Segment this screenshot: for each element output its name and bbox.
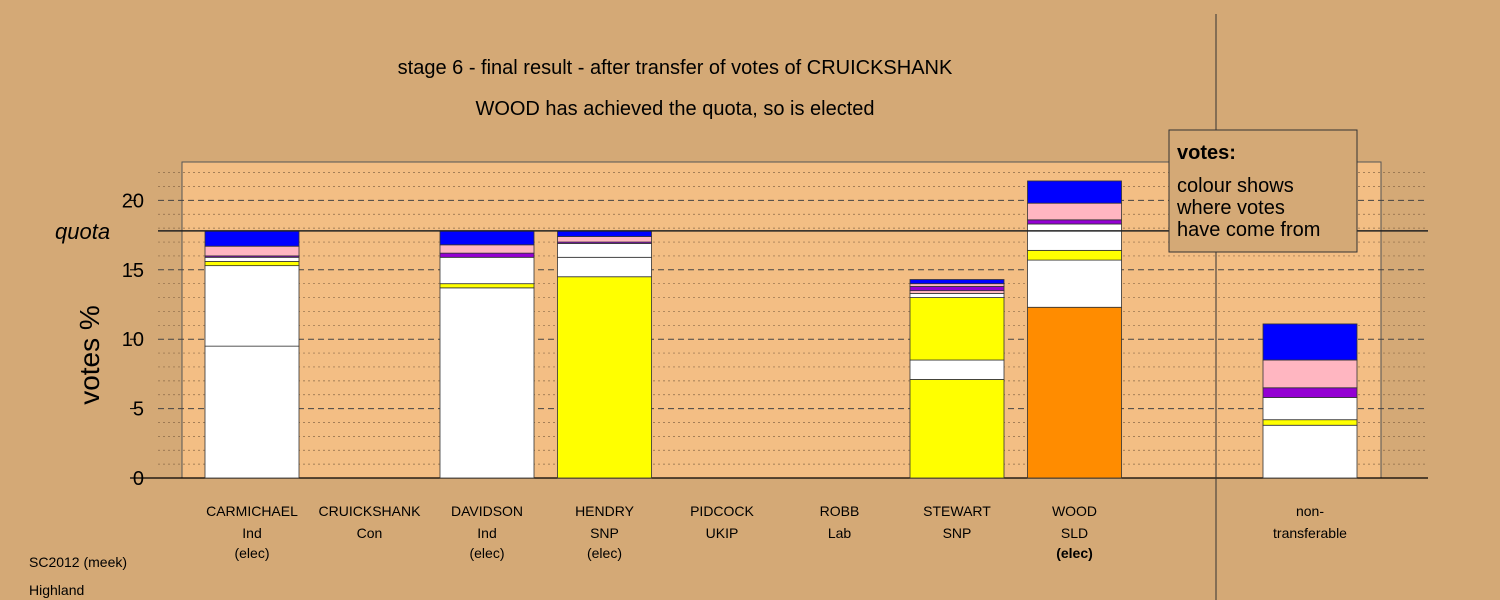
- bar-segment: [557, 236, 652, 243]
- y-tick-label: 10: [122, 329, 144, 351]
- bar-segment: [1027, 249, 1122, 261]
- candidate-party-label: Lab: [828, 525, 852, 541]
- bar-segment: [909, 279, 1005, 285]
- stewart-bar: [909, 279, 1005, 479]
- candidate-party-label: Con: [357, 525, 383, 541]
- candidate-name-label: DAVIDSON: [451, 503, 523, 519]
- bar-segment: [909, 290, 1005, 294]
- bar-segment: [1027, 219, 1122, 225]
- bar-segment: [557, 230, 652, 237]
- bar-segment: [1027, 259, 1122, 308]
- bar-segment: [909, 283, 1005, 287]
- candidate-name-label: PIDCOCK: [690, 503, 754, 519]
- candidate-party-label: Ind: [477, 525, 496, 541]
- bar-segment: [1262, 387, 1358, 398]
- legend-title: votes:: [1177, 142, 1236, 164]
- bar-segment: [204, 345, 300, 479]
- bar-segment: [439, 287, 535, 479]
- candidate-party-label: SNP: [943, 525, 972, 541]
- candidate-name-label: STEWART: [923, 503, 991, 519]
- bar-segment: [439, 256, 535, 285]
- legend-text: where votes: [1176, 197, 1285, 219]
- candidate-party-label: UKIP: [706, 525, 739, 541]
- bar-segment: [439, 283, 535, 289]
- candidate-name-label: CRUICKSHANK: [319, 503, 422, 519]
- region-note: Highland: [29, 582, 85, 598]
- bar-segment: [439, 244, 535, 254]
- nontransferable-label: transferable: [1273, 525, 1347, 541]
- y-tick-label: 5: [133, 399, 144, 421]
- candidate-party-label: SNP: [590, 525, 619, 541]
- bar-segment: [1262, 424, 1358, 479]
- bar-segment: [1262, 419, 1358, 426]
- source-note: SC2012 (meek): [29, 554, 128, 570]
- bar-segment: [439, 252, 535, 258]
- nontransferable-label: non-: [1296, 503, 1324, 519]
- bar-segment: [1262, 359, 1358, 389]
- candidate-party-label: SLD: [1061, 525, 1088, 541]
- bar-segment: [1027, 180, 1122, 204]
- legend-box: [1168, 129, 1358, 253]
- candidate-name-label: ROBB: [820, 503, 860, 519]
- bar-segment: [909, 292, 1005, 298]
- bar-segment: [1262, 323, 1358, 361]
- bar-segment: [204, 265, 300, 347]
- bar-segment: [557, 256, 652, 278]
- candidate-status-label: (elec): [1056, 545, 1093, 561]
- bar-segment: [1027, 306, 1122, 479]
- nontransferable-bar: [1262, 323, 1358, 479]
- bar-segment: [204, 261, 300, 267]
- bar-segment: [909, 379, 1005, 479]
- candidate-status-label: (elec): [587, 545, 622, 561]
- y-tick-label: 20: [122, 190, 144, 212]
- bar-segment: [909, 297, 1005, 361]
- candidate-name-label: WOOD: [1052, 503, 1097, 519]
- bar-segment: [557, 276, 652, 479]
- bar-segment: [204, 256, 300, 262]
- candidate-name-label: HENDRY: [575, 503, 635, 519]
- bar-segment: [1027, 223, 1122, 251]
- y-tick-label: 0: [133, 468, 144, 490]
- chart-subtitle: WOOD has achieved the quota, so is elect…: [475, 98, 874, 120]
- bar-segment: [557, 243, 652, 258]
- bar-segment: [1262, 397, 1358, 421]
- legend-text: have come from: [1177, 219, 1320, 241]
- candidate-status-label: (elec): [234, 545, 269, 561]
- bar-segment: [1027, 202, 1122, 221]
- davidson-bar: [439, 230, 535, 479]
- carmichael-bar: [204, 230, 300, 479]
- legend-text: colour shows: [1177, 175, 1294, 197]
- bar-segment: [439, 230, 535, 246]
- hendry-bar: [557, 230, 652, 479]
- candidate-status-label: (elec): [469, 545, 504, 561]
- y-axis-label: votes %: [74, 305, 105, 405]
- bar-segment: [909, 359, 1005, 380]
- quota-label: quota: [55, 219, 110, 244]
- wood-bar: [1027, 180, 1122, 479]
- bar-segment: [909, 286, 1005, 292]
- y-tick-label: 15: [122, 260, 144, 282]
- candidate-party-label: Ind: [242, 525, 261, 541]
- bar-segment: [204, 245, 300, 257]
- chart-title: stage 6 - final result - after transfer …: [398, 57, 953, 79]
- bar-segment: [204, 230, 300, 247]
- candidate-name-label: CARMICHAEL: [206, 503, 298, 519]
